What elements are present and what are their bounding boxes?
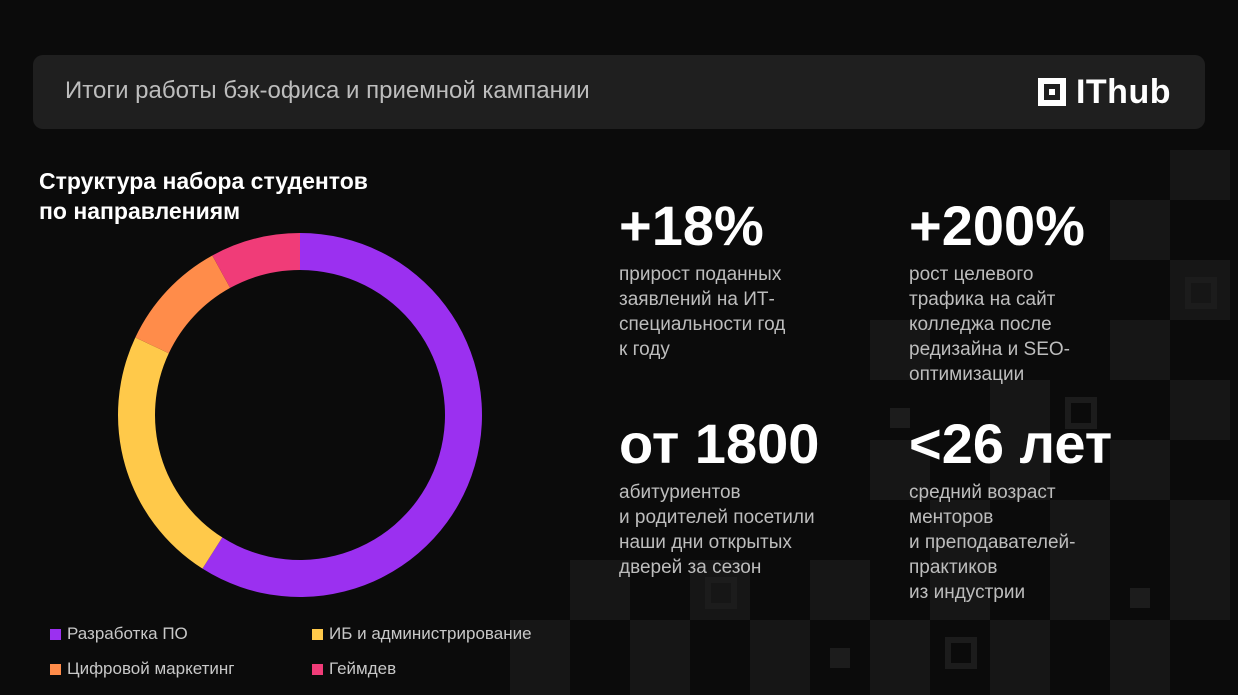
stat-value: +200% — [909, 194, 1085, 257]
legend-label: Разработка ПО — [67, 624, 188, 643]
legend-item: Цифровой маркетинг — [50, 659, 234, 679]
page-title: Итоги работы бэк-офиса и приемной кампан… — [65, 77, 590, 104]
stat-traffic-growth: +200% рост целевого трафика на сайт колл… — [909, 196, 1199, 387]
donut-slice-4 — [212, 233, 300, 288]
legend-item: Геймдев — [312, 659, 396, 679]
stat-description: абитуриентов и родителей посетили наши д… — [619, 482, 815, 578]
logo-text: IThub — [1075, 72, 1171, 111]
donut-slice-2 — [117, 337, 223, 569]
stat-open-days-visitors: от 1800 абитуриентов и родителей посетил… — [619, 414, 909, 580]
ithub-logo: IThub — [1037, 72, 1171, 111]
stat-description: рост целевого трафика на сайт колледжа п… — [909, 264, 1070, 385]
legend-swatch — [312, 628, 323, 640]
stat-description: средний возраст менторов и преподавателе… — [909, 482, 1076, 603]
chart-title: Структура набора студентов по направлени… — [39, 168, 368, 224]
stat-description: прирост поданных заявлений на ИТ- специа… — [619, 264, 786, 360]
stat-applications-growth: +18% прирост поданных заявлений на ИТ- с… — [619, 196, 909, 362]
stat-value: +18% — [619, 194, 764, 257]
donut-slice-1 — [202, 233, 482, 597]
legend-label: Геймдев — [329, 659, 397, 678]
legend-item: Разработка ПО — [50, 624, 188, 644]
legend-item: ИБ и администрирование — [312, 624, 532, 644]
donut-slice-3 — [135, 255, 231, 354]
donut-chart — [117, 233, 482, 597]
stat-value: <26 лет — [909, 412, 1113, 475]
legend-swatch — [312, 663, 323, 675]
legend-label: ИБ и администрирование — [329, 624, 532, 643]
logo-square-icon — [1037, 78, 1066, 106]
stat-mentor-age: <26 лет средний возраст менторов и препо… — [909, 414, 1199, 605]
legend-label: Цифровой маркетинг — [67, 659, 235, 678]
legend-swatch — [50, 663, 61, 675]
header-bar: Итоги работы бэк-офиса и приемной кампан… — [33, 55, 1205, 129]
legend-swatch — [50, 628, 61, 640]
stat-value: от 1800 — [619, 412, 820, 475]
